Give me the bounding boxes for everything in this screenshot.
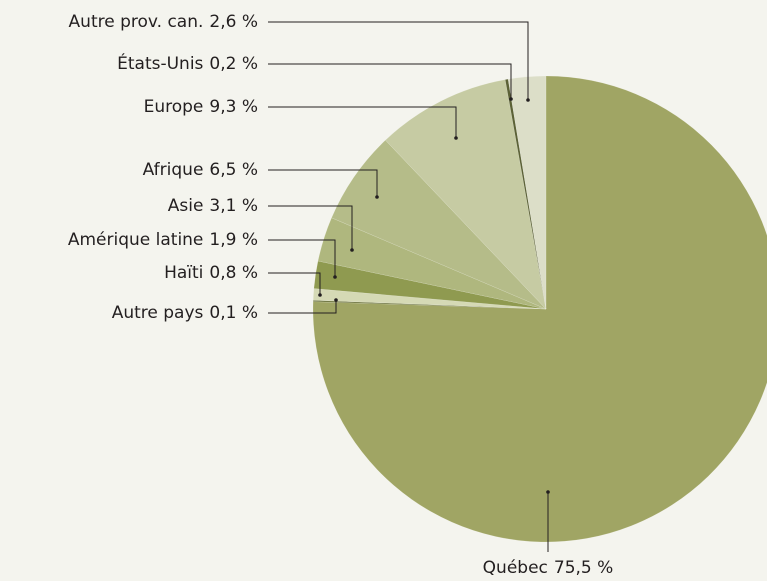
leader-dot [375, 195, 379, 199]
category-name: Europe [144, 97, 204, 117]
pie-slice [312, 75, 767, 543]
category-name: Asie [168, 196, 204, 216]
category-name: Autre pays [112, 303, 204, 323]
pie-slice [331, 139, 547, 310]
value-label: 9,3 % [209, 97, 258, 117]
category-name: États-Unis [117, 52, 203, 74]
leader-dot [546, 490, 550, 494]
leader-dot [454, 136, 458, 140]
leader-line [268, 21, 529, 100]
leader-line [268, 169, 378, 197]
value-label: 2,6 % [209, 12, 258, 32]
leader-line [268, 272, 321, 295]
category-name: Québec [483, 558, 548, 578]
leader-dot [333, 275, 337, 279]
leader-dot [334, 298, 338, 302]
pie-slice [312, 288, 547, 310]
pie-slice [313, 260, 547, 310]
value-label: 75,5 % [554, 558, 613, 578]
pie-slice [317, 217, 547, 310]
pie-slice [385, 79, 547, 310]
leader-line [268, 239, 336, 277]
slice-label: Haïti 0,8 % [164, 263, 258, 283]
leader-line [268, 106, 457, 138]
category-name: Amérique latine [68, 230, 204, 250]
leader-dot [509, 97, 513, 101]
slice-label: Afrique 6,5 % [143, 160, 258, 180]
slice-label: Autre prov. can. 2,6 % [69, 12, 258, 32]
slice-label: États-Unis 0,2 % [117, 52, 258, 74]
category-name: Haïti [164, 263, 203, 283]
category-name: Afrique [143, 160, 204, 180]
value-label: 0,1 % [209, 303, 258, 323]
slice-label: Amérique latine 1,9 % [68, 230, 258, 250]
value-label: 1,9 % [209, 230, 258, 250]
value-label: 0,2 % [209, 54, 258, 74]
slice-label: Asie 3,1 % [168, 196, 258, 216]
value-label: 3,1 % [209, 196, 258, 216]
pie-slice [504, 78, 547, 310]
slice-label: Autre pays 0,1 % [112, 303, 258, 323]
category-name: Autre prov. can. [69, 12, 204, 32]
value-label: 6,5 % [209, 160, 258, 180]
value-label: 0,8 % [209, 263, 258, 283]
leader-line [268, 300, 337, 314]
pie-slice [312, 299, 547, 310]
leader-dot [318, 293, 322, 297]
leader-dot [350, 248, 354, 252]
slice-label: Europe 9,3 % [144, 97, 258, 117]
leader-line [268, 63, 512, 99]
pie-slice [507, 75, 547, 310]
leader-line [268, 205, 353, 250]
leader-dot [526, 98, 530, 102]
slice-label: Québec 75,5 % [483, 558, 614, 578]
